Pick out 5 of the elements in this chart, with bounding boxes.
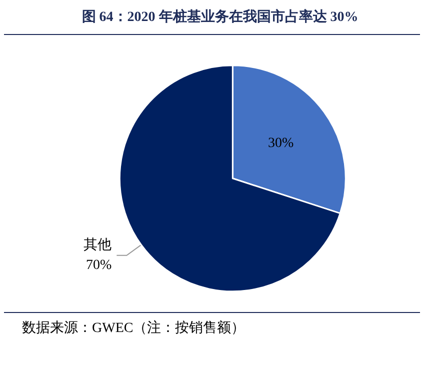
data-label: 70% <box>86 258 112 273</box>
slice-label: 其他 <box>84 236 112 253</box>
data-label: 30% <box>268 136 294 151</box>
source-note: 数据来源：GWEC（注：按销售额） <box>22 319 246 338</box>
chart-title: 图 64：2020 年桩基业务在我国市占率达 30% <box>80 8 360 26</box>
